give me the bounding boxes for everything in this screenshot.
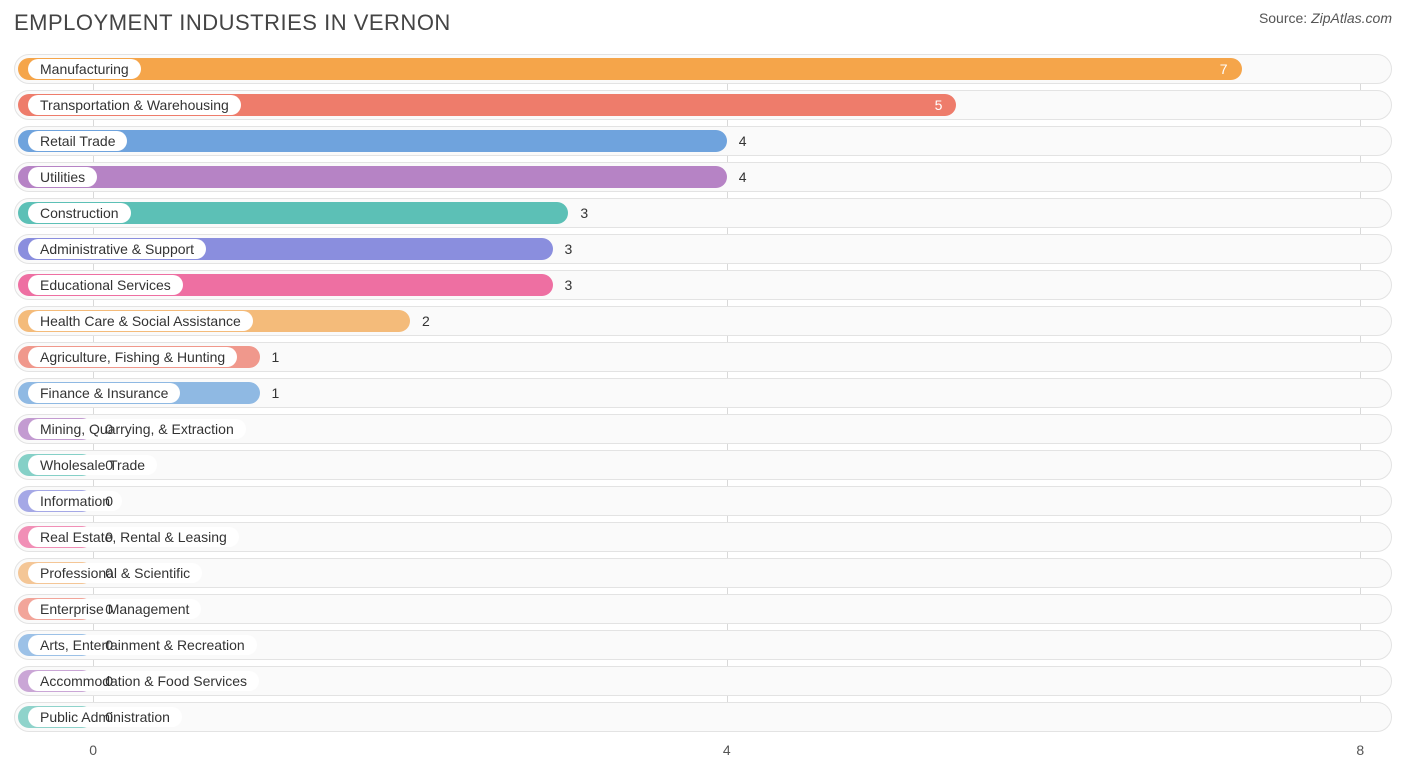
bar-label: Finance & Insurance xyxy=(28,383,180,403)
bar-label: Administrative & Support xyxy=(28,239,206,259)
bar-row: Transportation & Warehousing 5 xyxy=(14,90,1392,120)
bar-row: Finance & Insurance 1 xyxy=(14,378,1392,408)
bar-label: Arts, Entertainment & Recreation xyxy=(28,635,257,655)
bar-value: 5 xyxy=(935,90,943,120)
bar-value: 0 xyxy=(105,666,113,696)
axis-tick-label: 0 xyxy=(89,742,97,758)
bar-label: Health Care & Social Assistance xyxy=(28,311,253,331)
bar-row: Information0 xyxy=(14,486,1392,516)
bar-value: 4 xyxy=(739,162,747,192)
chart-title: EMPLOYMENT INDUSTRIES IN VERNON xyxy=(14,10,451,36)
bars-container: Manufacturing 7 Transportation & Warehousi… xyxy=(14,54,1392,732)
bar-row: Utilities 4 xyxy=(14,162,1392,192)
bar-value: 3 xyxy=(565,234,573,264)
bar-row: Wholesale Trade0 xyxy=(14,450,1392,480)
source-value: ZipAtlas.com xyxy=(1311,10,1392,26)
bar-value: 3 xyxy=(565,270,573,300)
bar-value: 0 xyxy=(105,594,113,624)
bar-track xyxy=(14,702,1392,732)
bar-row: Educational Services 3 xyxy=(14,270,1392,300)
bar-row: Retail Trade 4 xyxy=(14,126,1392,156)
bar-row: Real Estate, Rental & Leasing0 xyxy=(14,522,1392,552)
chart-header: EMPLOYMENT INDUSTRIES IN VERNON Source: … xyxy=(14,10,1392,36)
bar-track xyxy=(14,558,1392,588)
axis-tick-label: 4 xyxy=(723,742,731,758)
bar-row: Mining, Quarrying, & Extraction0 xyxy=(14,414,1392,444)
bar-track xyxy=(14,486,1392,516)
bar-fill xyxy=(18,58,1242,80)
bar-value: 0 xyxy=(105,522,113,552)
bar-value: 0 xyxy=(105,558,113,588)
bar-label: Wholesale Trade xyxy=(28,455,157,475)
bar-row: Health Care & Social Assistance 2 xyxy=(14,306,1392,336)
bar-value: 0 xyxy=(105,630,113,660)
bar-value: 0 xyxy=(105,450,113,480)
bar-label: Utilities xyxy=(28,167,97,187)
bar-value: 7 xyxy=(1220,54,1228,84)
bar-label: Agriculture, Fishing & Hunting xyxy=(28,347,237,367)
chart-area: Manufacturing 7 Transportation & Warehousi… xyxy=(14,54,1392,754)
bar-value: 4 xyxy=(739,126,747,156)
x-axis: 0 4 8 xyxy=(14,738,1392,762)
bar-label: Educational Services xyxy=(28,275,183,295)
bar-label: Enterprise Management xyxy=(28,599,201,619)
bar-track xyxy=(14,450,1392,480)
bar-value: 3 xyxy=(580,198,588,228)
bar-row: Public Administration0 xyxy=(14,702,1392,732)
source-label: Source: xyxy=(1259,10,1307,26)
bar-row: Professional & Scientific0 xyxy=(14,558,1392,588)
bar-label: Professional & Scientific xyxy=(28,563,202,583)
bar-value: 1 xyxy=(272,378,280,408)
bar-label: Real Estate, Rental & Leasing xyxy=(28,527,239,547)
bar-row: Administrative & Support 3 xyxy=(14,234,1392,264)
bar-track xyxy=(14,594,1392,624)
bar-label: Mining, Quarrying, & Extraction xyxy=(28,419,246,439)
bar-value: 0 xyxy=(105,486,113,516)
bar-row: Manufacturing 7 xyxy=(14,54,1392,84)
bar-row: Accommodation & Food Services0 xyxy=(14,666,1392,696)
bar-label: Construction xyxy=(28,203,131,223)
chart-source: Source: ZipAtlas.com xyxy=(1259,10,1392,26)
bar-label: Transportation & Warehousing xyxy=(28,95,241,115)
bar-label: Accommodation & Food Services xyxy=(28,671,259,691)
bar-fill xyxy=(18,166,727,188)
bar-value: 0 xyxy=(105,414,113,444)
axis-tick-label: 8 xyxy=(1356,742,1364,758)
bar-value: 2 xyxy=(422,306,430,336)
bar-row: Agriculture, Fishing & Hunting 1 xyxy=(14,342,1392,372)
bar-label: Retail Trade xyxy=(28,131,127,151)
bar-value: 1 xyxy=(272,342,280,372)
bar-value: 0 xyxy=(105,702,113,732)
bar-row: Enterprise Management0 xyxy=(14,594,1392,624)
bar-label: Manufacturing xyxy=(28,59,141,79)
bar-row: Arts, Entertainment & Recreation0 xyxy=(14,630,1392,660)
bar-row: Construction 3 xyxy=(14,198,1392,228)
